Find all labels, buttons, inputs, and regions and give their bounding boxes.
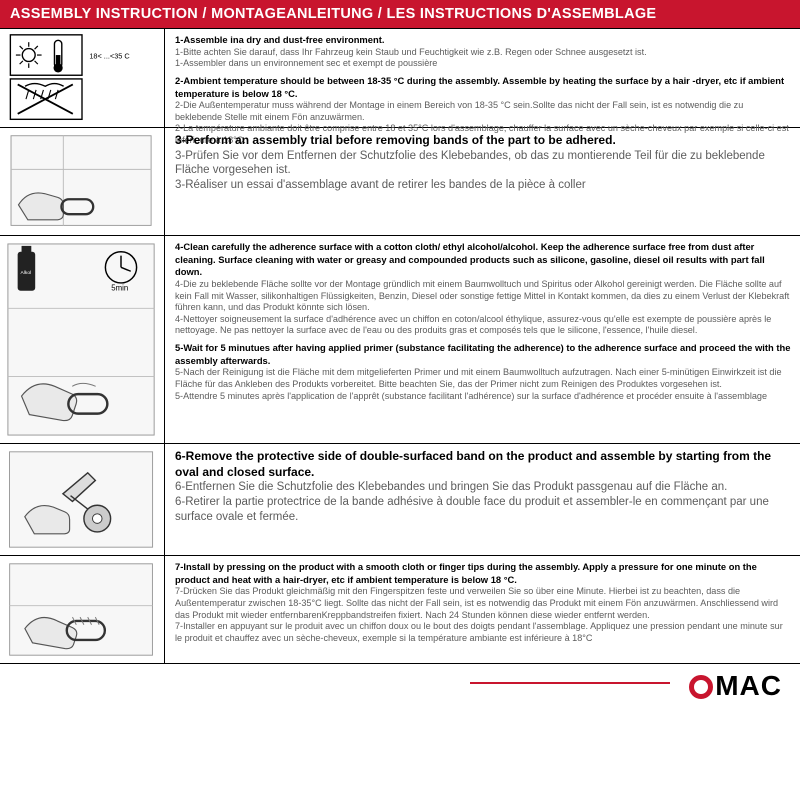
instruction-text: 7-Install by pressing on the product wit…	[165, 556, 800, 663]
instruction-illustration	[0, 444, 165, 555]
header-title: ASSEMBLY INSTRUCTION / MONTAGEANLEITUNG …	[0, 0, 800, 28]
instruction-illustration: Alkol 5min	[0, 236, 165, 443]
instruction-translation: 5-Attendre 5 minutes après l'application…	[175, 391, 767, 401]
instruction-translation: 5-Nach der Reinigung ist die Fläche mit …	[175, 367, 782, 389]
instruction-lead: 6-Remove the protective side of double-s…	[175, 449, 771, 479]
instruction-row: 7-Install by pressing on the product wit…	[0, 556, 800, 664]
logo-circle-icon	[689, 675, 713, 699]
svg-text:18< ...<35 C: 18< ...<35 C	[89, 52, 130, 61]
footer: MAC	[0, 664, 800, 702]
instruction-illustration	[0, 556, 165, 663]
instruction-lead: 5-Wait for 5 minutues after having appli…	[175, 342, 790, 366]
instruction-text: 6-Remove the protective side of double-s…	[165, 444, 800, 555]
instruction-translation: 6-Retirer la partie protectrice de la ba…	[175, 496, 769, 523]
instruction-translation: 1-Bitte achten Sie darauf, dass Ihr Fahr…	[175, 47, 647, 57]
instruction-translation: 6-Entfernen Sie die Schutzfolie des Kleb…	[175, 481, 727, 493]
instruction-lead: 4-Clean carefully the adherence surface …	[175, 241, 765, 277]
instruction-translation: 3-Réaliser un essai d'assemblage avant d…	[175, 179, 586, 191]
instruction-row: 18< ...<35 C 1-Assemble ina dry and dust…	[0, 28, 800, 128]
instruction-lead: 7-Install by pressing on the product wit…	[175, 561, 757, 585]
svg-text:5min: 5min	[111, 284, 128, 293]
instruction-illustration: 18< ...<35 C	[0, 29, 165, 127]
instruction-text: 1-Assemble ina dry and dust-free environ…	[165, 29, 800, 127]
instruction-rows: 18< ...<35 C 1-Assemble ina dry and dust…	[0, 28, 800, 664]
logo-text: MAC	[715, 670, 782, 702]
brand-logo: MAC	[689, 670, 782, 702]
instruction-translation: 4-Nettoyer soigneusement la surface d'ad…	[175, 314, 771, 336]
svg-text:Alkol: Alkol	[21, 270, 32, 276]
instruction-text: 3-Perform an assembly trial before remov…	[165, 128, 800, 235]
instruction-translation: 4-Die zu beklebende Fläche sollte vor de…	[175, 279, 789, 312]
instruction-translation: 3-Prüfen Sie vor dem Entfernen der Schut…	[175, 150, 765, 177]
instruction-text: 4-Clean carefully the adherence surface …	[165, 236, 800, 443]
instruction-translation: 7-Drücken Sie das Produkt gleichmäßig mi…	[175, 586, 778, 619]
instruction-translation: 7-Installer en appuyant sur le produit a…	[175, 621, 783, 643]
instruction-lead: 2-Ambient temperature should be between …	[175, 75, 784, 99]
instruction-illustration	[0, 128, 165, 235]
instruction-row: 3-Perform an assembly trial before remov…	[0, 128, 800, 236]
instruction-lead: 3-Perform an assembly trial before remov…	[175, 133, 616, 147]
instruction-translation: 1-Assembler dans un environnement sec et…	[175, 58, 437, 68]
instruction-lead: 1-Assemble ina dry and dust-free environ…	[175, 34, 384, 45]
instruction-translation: 2-Die Außentemperatur muss während der M…	[175, 100, 743, 122]
instruction-row: 6-Remove the protective side of double-s…	[0, 444, 800, 556]
instruction-row: Alkol 5min 4-Clean carefully the adheren…	[0, 236, 800, 444]
